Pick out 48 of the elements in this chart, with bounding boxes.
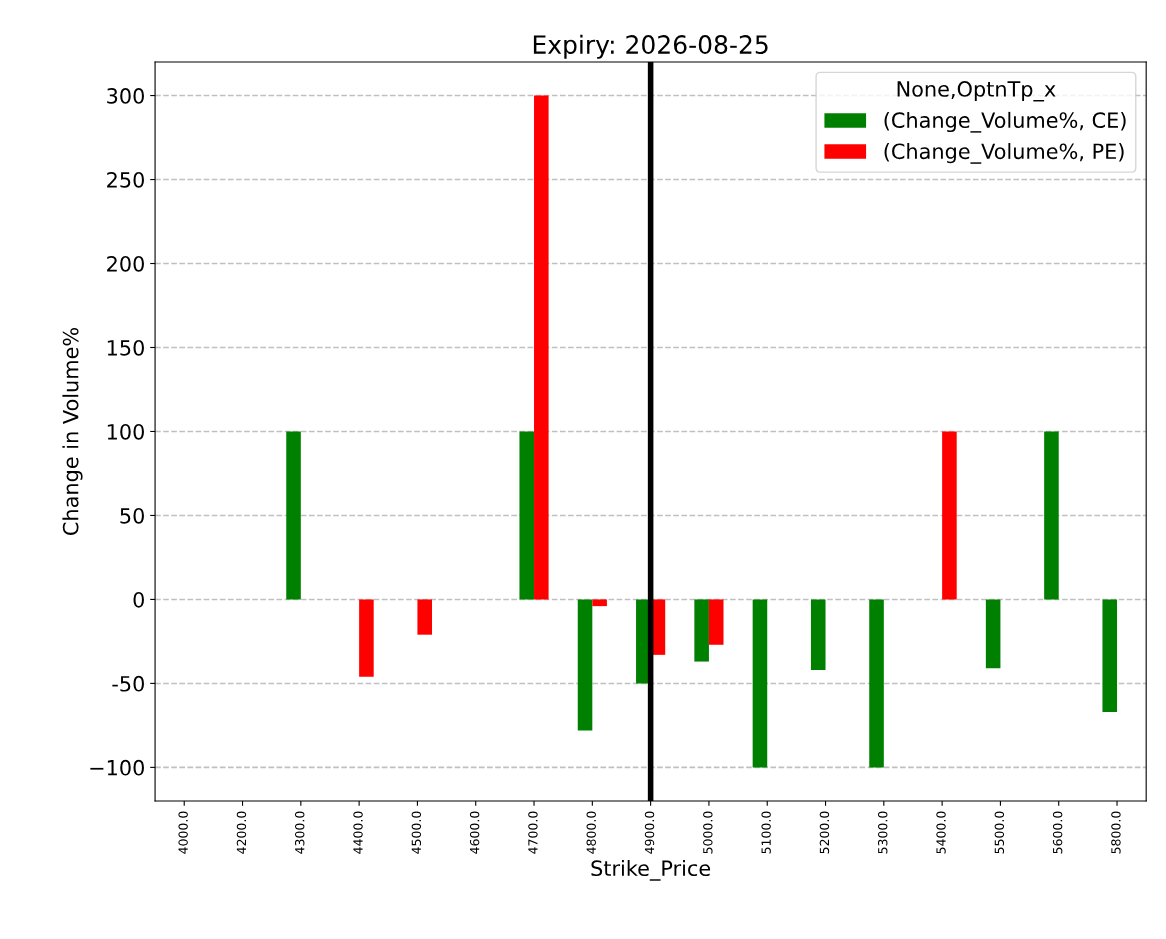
x-tick-label: 5600.0 (1052, 811, 1063, 854)
x-tick-label: 5000.0 (703, 811, 713, 854)
x-tick-label: 4500.0 (411, 811, 422, 854)
x-tick-label: 4800.0 (586, 811, 596, 854)
x-tick-label: 5300.0 (878, 811, 888, 854)
bar (942, 431, 957, 600)
bar (577, 599, 593, 731)
x-tick-label: 4900.0 (644, 811, 655, 854)
bar (534, 95, 549, 600)
x-axis-title: Strike_Price (591, 859, 711, 881)
x-tick-label: 4600.0 (469, 811, 480, 854)
bar (869, 599, 884, 768)
y-axis-title: Change in Volume% (62, 327, 83, 535)
legend-label: (Change_Volume%, CE) (884, 111, 1126, 133)
legend-label: (Change_Volume%, PE) (884, 143, 1124, 164)
bar (985, 599, 1001, 669)
y-tick-label: 50 (120, 507, 144, 524)
bar (752, 599, 768, 768)
bar (286, 431, 301, 600)
x-tick-label: 5500.0 (994, 811, 1005, 854)
bar (1102, 599, 1118, 712)
y-tick-label: 250 (107, 171, 144, 188)
y-tick-label: 150 (107, 339, 144, 356)
y-tick-label: -50 (112, 675, 144, 692)
x-tick-label: 5200.0 (819, 811, 830, 854)
legend-title: None,OptnTp_x (897, 81, 1056, 102)
bar (359, 599, 374, 677)
x-tick-label: 4400.0 (353, 811, 363, 854)
bar (592, 599, 607, 607)
bar (694, 599, 709, 662)
y-tick-label: −100 (90, 759, 144, 776)
bar (708, 599, 724, 645)
y-tick-label: 0 (133, 591, 144, 608)
y-tick-label: 200 (107, 255, 144, 272)
y-tick-label: 100 (107, 423, 144, 440)
bar (810, 599, 826, 670)
x-tick-label: 5800.0 (1111, 811, 1121, 854)
bar (417, 599, 432, 635)
bar (1044, 431, 1059, 600)
x-tick-label: 4000.0 (178, 811, 188, 854)
bar (519, 431, 535, 600)
x-tick-label: 5400.0 (936, 811, 946, 854)
x-tick-label: 4300.0 (295, 811, 305, 854)
x-tick-label: 4700.0 (528, 811, 538, 854)
y-tick-label: 300 (107, 88, 144, 104)
chart-title: Expiry: 2026-08-25 (533, 34, 768, 59)
x-tick-label: 4200.0 (236, 811, 247, 854)
x-tick-label: 5100.0 (761, 811, 771, 854)
